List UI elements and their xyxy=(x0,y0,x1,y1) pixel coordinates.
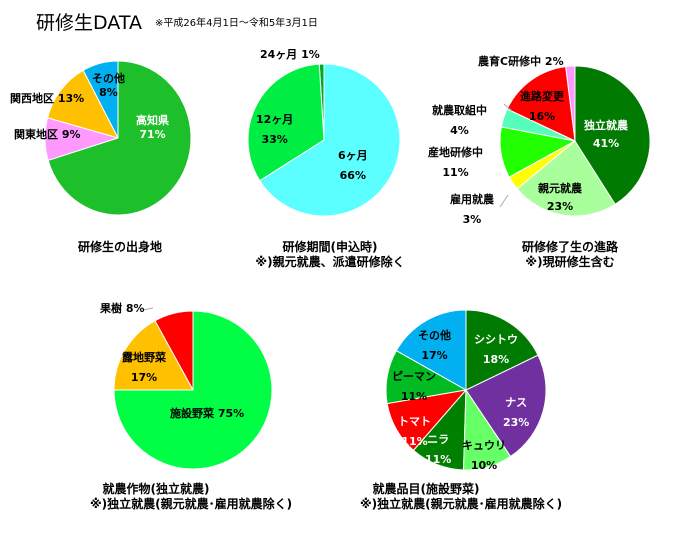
label-12m: 12ヶ月 33% xyxy=(256,113,294,146)
label-shishito: シシトウ 18% xyxy=(474,333,518,366)
label-family: 親元就農 23% xyxy=(538,182,582,213)
caption-items: 就農品目(施設野菜) ※)独立就農(親元就農･雇用就農除く) xyxy=(360,482,563,511)
label-greenhouse: 施設野菜 75% xyxy=(170,407,245,420)
label-other-veg: その他 17% xyxy=(418,329,451,362)
pie-slice-2-0 xyxy=(574,65,651,206)
label-piman: ピーマン 11% xyxy=(392,370,436,403)
pie-slice-1-0 xyxy=(259,63,401,217)
page-title: 研修生DATA xyxy=(36,12,142,34)
label-independent: 独立就農 41% xyxy=(584,119,628,150)
label-preparing: 就農取組中 4% xyxy=(432,104,487,137)
label-changed: 進路変更 16% xyxy=(520,90,564,123)
label-kansai: 関西地区 13% xyxy=(10,92,85,105)
label-tomato: トマト 11% xyxy=(398,415,431,448)
pie-slice-0-2 xyxy=(46,69,119,139)
pie-slice-4-6 xyxy=(395,309,467,391)
period-note: ※平成26年4月1日～令和5年3月1日 xyxy=(155,18,318,29)
label-6m: 6ヶ月 66% xyxy=(338,149,368,182)
label-openfield: 露地野菜 17% xyxy=(122,351,166,384)
pie-slice-3-1 xyxy=(113,320,194,391)
pie-slice-2-5 xyxy=(506,66,576,142)
label-kanto: 関東地区 9% xyxy=(14,128,81,141)
caption-crops: 就農作物(独立就農) ※)独立就農(親元就農･雇用就農除く) xyxy=(90,482,293,511)
pie-slice-3-0 xyxy=(113,310,273,470)
label-kochi: 高知県 71% xyxy=(136,114,169,141)
label-nira: ニラ 11% xyxy=(425,433,452,466)
pie-slice-4-0 xyxy=(465,309,539,391)
label-employed: 雇用就農 3% xyxy=(450,193,494,226)
label-24m: 24ヶ月 1% xyxy=(260,48,320,61)
label-kyuri: キュウリ 10% xyxy=(462,439,506,472)
label-other: その他 8% xyxy=(92,72,125,99)
label-nasu: ナス 23% xyxy=(503,396,530,429)
label-fruit: 果樹 8% xyxy=(100,302,145,315)
label-ikusei: 農育C研修中 2% xyxy=(478,55,564,68)
pie-slice-2-1 xyxy=(516,140,616,217)
label-regional: 産地研修中 11% xyxy=(428,146,483,179)
pie-slice-0-0 xyxy=(47,60,192,216)
caption-period: 研修期間(申込時) ※)親元就農、派遣研修除く xyxy=(255,240,405,269)
caption-origin: 研修生の出身地 xyxy=(77,240,162,254)
caption-career: 研修修了生の進路 ※)現研修生含む xyxy=(521,240,618,269)
